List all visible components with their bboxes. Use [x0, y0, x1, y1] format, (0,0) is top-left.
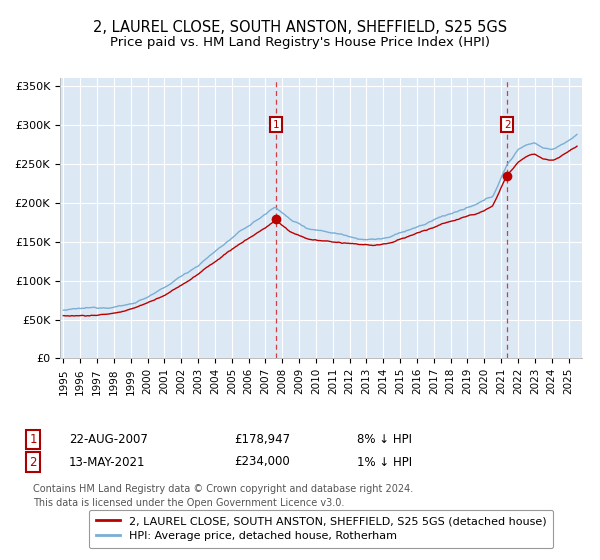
- Legend: 2, LAUREL CLOSE, SOUTH ANSTON, SHEFFIELD, S25 5GS (detached house), HPI: Average: 2, LAUREL CLOSE, SOUTH ANSTON, SHEFFIELD…: [89, 510, 553, 548]
- Text: Price paid vs. HM Land Registry's House Price Index (HPI): Price paid vs. HM Land Registry's House …: [110, 36, 490, 49]
- Text: 1% ↓ HPI: 1% ↓ HPI: [357, 455, 412, 469]
- Text: £178,947: £178,947: [234, 433, 290, 446]
- Text: 1: 1: [29, 433, 37, 446]
- Text: 2: 2: [504, 120, 511, 129]
- Text: 1: 1: [273, 120, 280, 129]
- Text: 2, LAUREL CLOSE, SOUTH ANSTON, SHEFFIELD, S25 5GS: 2, LAUREL CLOSE, SOUTH ANSTON, SHEFFIELD…: [93, 20, 507, 35]
- Text: £234,000: £234,000: [234, 455, 290, 469]
- Text: 2: 2: [29, 455, 37, 469]
- Text: 13-MAY-2021: 13-MAY-2021: [69, 455, 146, 469]
- Text: 22-AUG-2007: 22-AUG-2007: [69, 433, 148, 446]
- Text: Contains HM Land Registry data © Crown copyright and database right 2024.
This d: Contains HM Land Registry data © Crown c…: [33, 484, 413, 507]
- Text: 8% ↓ HPI: 8% ↓ HPI: [357, 433, 412, 446]
